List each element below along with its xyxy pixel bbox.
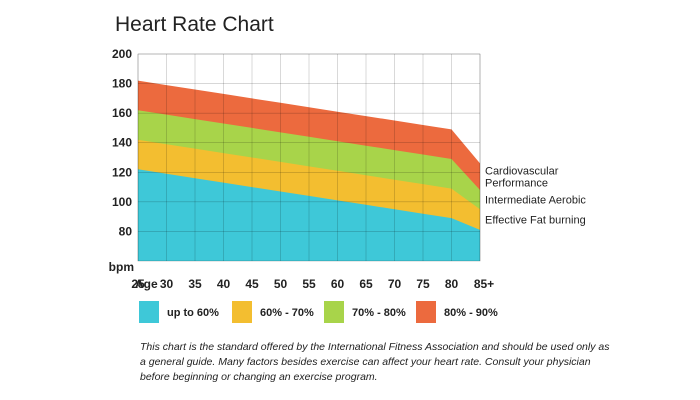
y-tick-label: 200 [112,47,132,61]
y-axis-label: bpm [109,260,134,274]
band-label: Intermediate Aerobic [485,195,586,207]
legend-swatch-60-70 [232,301,252,323]
y-tick-label: 160 [112,106,132,120]
x-tick-label: 45 [245,277,259,291]
band-label: Performance [485,178,548,190]
legend-label-up-to-60: up to 60% [167,307,219,319]
x-tick-label: 25 [131,277,145,291]
x-tick-label: 35 [188,277,202,291]
y-axis-ticks: 80 100 120 140 160 180 200 [112,47,132,238]
x-tick-label: 85+ [474,277,494,291]
x-tick-label: 40 [217,277,231,291]
y-tick-label: 80 [119,224,133,238]
y-tick-label: 100 [112,195,132,209]
band-label: Effective Fat burning [485,215,586,227]
legend-label-80-90: 80% - 90% [444,307,498,319]
x-tick-label: 55 [302,277,316,291]
band-label: Cardiovascular [485,166,559,178]
legend: up to 60% 60% - 70% 70% - 80% 80% - 90% [139,301,498,323]
plot-frame [137,53,481,262]
x-tick-label: 65 [359,277,373,291]
x-axis-ticks: 25 30 35 40 45 50 55 60 65 70 75 80 85+ [131,277,494,291]
chart-grid [137,53,481,262]
legend-label-60-70: 60% - 70% [260,307,314,319]
y-tick-label: 180 [112,77,132,91]
x-axis-label: Age [135,277,158,291]
chart-areas [138,80,480,261]
legend-swatch-80-90 [416,301,436,323]
legend-swatch-70-80 [324,301,344,323]
x-tick-label: 70 [388,277,402,291]
area-up-to-60 [138,169,480,261]
x-tick-label: 80 [445,277,459,291]
y-tick-label: 140 [112,136,132,150]
x-tick-label: 75 [416,277,430,291]
x-tick-label: 50 [274,277,288,291]
x-tick-label: 60 [331,277,345,291]
legend-swatch-up-to-60 [139,301,159,323]
footnote: This chart is the standard offered by th… [140,341,610,383]
legend-label-70-80: 70% - 80% [352,307,406,319]
y-tick-label: 120 [112,165,132,179]
x-tick-label: 30 [160,277,174,291]
chart-title: Heart Rate Chart [115,13,274,36]
